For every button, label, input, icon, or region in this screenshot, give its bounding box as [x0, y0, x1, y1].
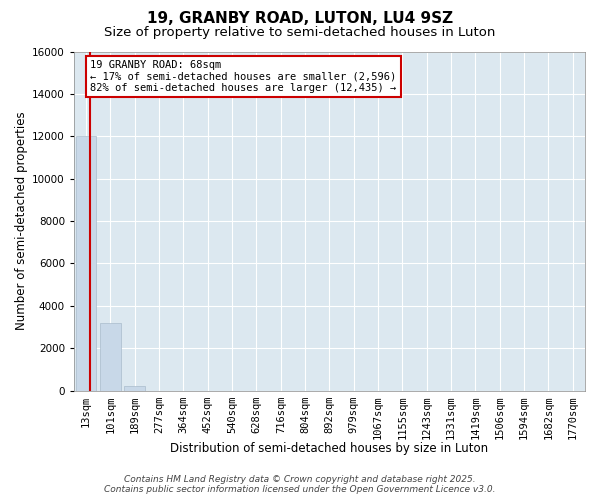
- Text: Contains HM Land Registry data © Crown copyright and database right 2025.
Contai: Contains HM Land Registry data © Crown c…: [104, 474, 496, 494]
- X-axis label: Distribution of semi-detached houses by size in Luton: Distribution of semi-detached houses by …: [170, 442, 488, 455]
- Y-axis label: Number of semi-detached properties: Number of semi-detached properties: [15, 112, 28, 330]
- Bar: [76, 136, 97, 390]
- Bar: [124, 386, 145, 390]
- Text: 19 GRANBY ROAD: 68sqm
← 17% of semi-detached houses are smaller (2,596)
82% of s: 19 GRANBY ROAD: 68sqm ← 17% of semi-deta…: [91, 60, 397, 93]
- Bar: [100, 323, 121, 390]
- Text: 19, GRANBY ROAD, LUTON, LU4 9SZ: 19, GRANBY ROAD, LUTON, LU4 9SZ: [147, 11, 453, 26]
- Text: Size of property relative to semi-detached houses in Luton: Size of property relative to semi-detach…: [104, 26, 496, 39]
